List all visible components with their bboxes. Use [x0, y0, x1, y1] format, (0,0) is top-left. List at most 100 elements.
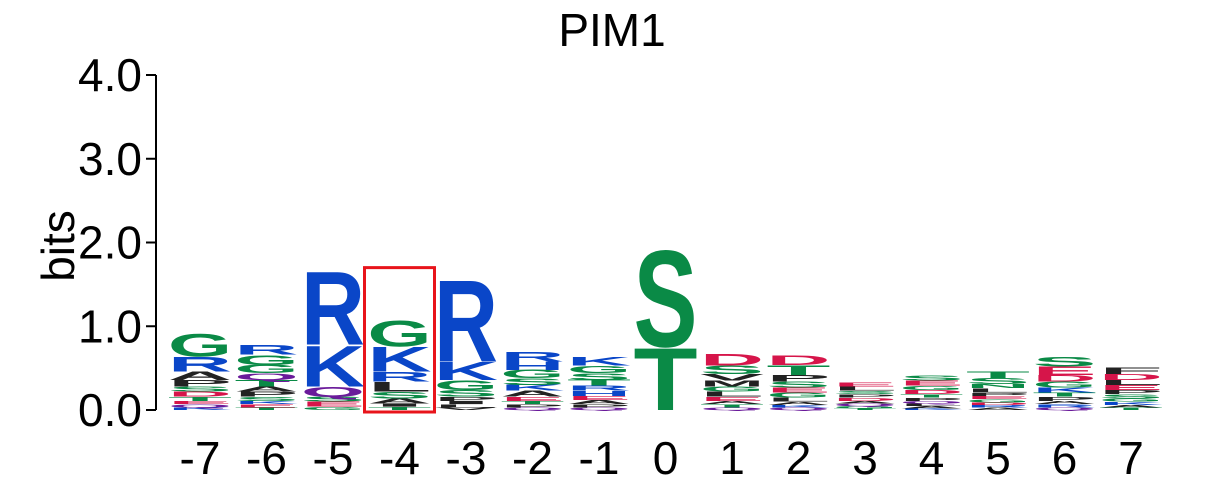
x-tick-label: -3 — [446, 432, 487, 484]
residue-letter: L — [966, 387, 1030, 394]
logo-columns: KQETDSPARGTEKSPATQGGRGESQKRTIASLRKGVLIPS… — [168, 221, 1163, 429]
residue-letter: L — [767, 396, 831, 403]
residue-letter: Q — [235, 371, 299, 382]
y-axis-label: bits — [32, 210, 84, 282]
residue-letter: E — [1033, 364, 1097, 377]
residue-letter: D — [1033, 373, 1097, 384]
residue-letter: A — [966, 407, 1030, 411]
residue-letter: Q — [1033, 407, 1097, 411]
residue-letter: D — [900, 389, 964, 396]
residue-letter: V — [434, 407, 498, 411]
residue-letter: Q — [301, 384, 365, 400]
residue-letter: Q — [833, 403, 897, 407]
residue-letter: E — [833, 381, 897, 388]
residue-letter: T — [235, 407, 299, 411]
residue-letter: V — [700, 372, 764, 383]
residue-letter: P — [833, 393, 897, 398]
y-tick-label: 3.0 — [78, 133, 142, 185]
residue-letter: T — [966, 370, 1030, 381]
residue-letter: S — [567, 371, 631, 382]
residue-letter: S — [501, 376, 565, 387]
residue-letter: S — [368, 390, 432, 401]
residue-letter: D — [700, 351, 764, 369]
x-tick-label: -6 — [246, 432, 287, 484]
residue-letter: G — [700, 385, 764, 393]
x-axis: -7 -6 -5 -4 -3 -2 -1 0 1 2 3 4 5 6 7 — [180, 432, 1144, 484]
residue-letter: G — [767, 391, 831, 399]
x-tick-label: 4 — [919, 432, 945, 484]
residue-letter: L — [700, 390, 764, 398]
residue-letter: S — [168, 385, 232, 393]
residue-letter: K — [900, 408, 964, 411]
x-tick-label: 2 — [786, 432, 812, 484]
residue-letter: K — [501, 383, 565, 392]
residue-letter: A — [833, 400, 897, 404]
x-tick-label: -7 — [180, 432, 221, 484]
x-tick-label: -4 — [379, 432, 420, 484]
residue-letter: A — [501, 389, 565, 398]
residue-letter: S — [1033, 354, 1097, 370]
residue-letter: R — [567, 384, 631, 392]
residue-letter: K — [168, 407, 232, 411]
residue-letter: L — [434, 403, 498, 408]
residue-letter: L — [900, 403, 964, 407]
residue-letter: T — [1099, 407, 1163, 411]
residue-letter: G — [168, 327, 232, 364]
residue-letter: G — [966, 398, 1030, 403]
y-tick-label: 2.0 — [78, 217, 142, 269]
residue-letter: D — [1099, 372, 1163, 381]
residue-letter: H — [501, 359, 565, 372]
x-tick-label: 1 — [719, 432, 745, 484]
residue-letter: P — [900, 397, 964, 402]
residue-letter: K — [235, 400, 299, 405]
residue-letter: S — [833, 390, 897, 395]
residue-letter: T — [368, 406, 432, 411]
x-tick-label: 6 — [1052, 432, 1078, 484]
residue-letter: G — [235, 363, 299, 376]
x-tick-label: -1 — [579, 432, 620, 484]
residue-letter: G — [567, 364, 631, 376]
residue-letter: A — [900, 405, 964, 409]
residue-letter: E — [235, 403, 299, 408]
residue-letter: G — [368, 313, 432, 355]
residue-letter: R — [368, 369, 432, 385]
residue-letter: R — [235, 342, 299, 358]
residue-letter: Q — [567, 407, 631, 411]
residue-letter: G — [900, 385, 964, 392]
residue-letter: S — [966, 377, 1030, 386]
residue-letter: R — [168, 353, 232, 376]
residue-letter: I — [434, 400, 498, 405]
chart-title: PIM1 — [558, 4, 665, 56]
residue-letter: D — [767, 352, 831, 368]
x-tick-label: -5 — [313, 432, 354, 484]
residue-letter: T — [501, 400, 565, 405]
residue-letter: D — [833, 397, 897, 402]
residue-letter: N — [966, 383, 1030, 390]
residue-letter: G — [301, 406, 365, 411]
residue-letter: E — [501, 395, 565, 402]
residue-letter: S — [767, 380, 831, 389]
residue-letter: R — [501, 349, 565, 365]
residue-letter: R — [434, 257, 498, 387]
residue-letter: Q — [501, 407, 565, 411]
residue-letter: Q — [767, 407, 831, 411]
residue-letter: A — [235, 385, 299, 393]
residue-letter: P — [501, 403, 565, 408]
residue-letter: K — [301, 335, 365, 400]
residue-letter: L — [833, 385, 897, 392]
residue-letter: S — [900, 374, 964, 382]
residue-letter: P — [767, 373, 831, 384]
residue-letter: P — [235, 390, 299, 398]
residue-letter: P — [1033, 395, 1097, 402]
residue-letter: E — [900, 379, 964, 387]
residue-letter: R — [966, 404, 1030, 408]
x-tick-label: 3 — [852, 432, 878, 484]
residue-letter: A — [168, 369, 232, 382]
y-tick-label: 1.0 — [78, 300, 142, 352]
